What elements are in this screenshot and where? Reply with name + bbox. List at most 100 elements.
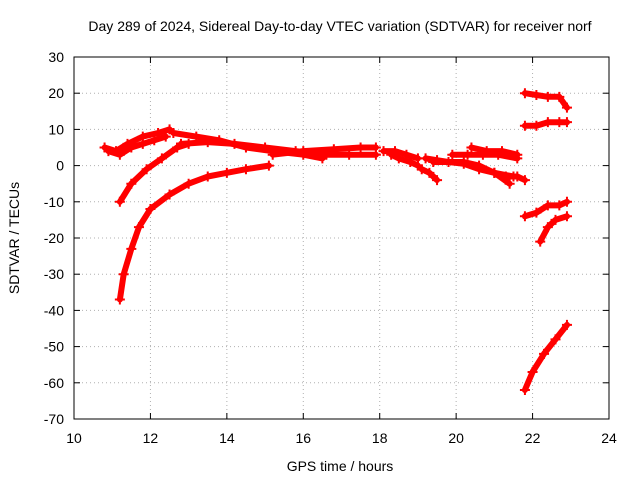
- y-tick-label: -20: [44, 230, 64, 246]
- data-point-sat-m: [462, 149, 473, 160]
- y-tick-label: -50: [44, 339, 64, 355]
- data-point-sat-q: [519, 120, 530, 131]
- y-tick-label: 10: [48, 121, 64, 137]
- data-point-sat-b: [114, 149, 125, 160]
- data-point-sat-j: [432, 175, 443, 186]
- data-point-sat-s: [550, 214, 561, 225]
- data-point-sat-b: [137, 138, 148, 149]
- data-point-sat-f: [229, 138, 240, 149]
- data-point-sat-f: [260, 142, 271, 153]
- data-point-sat-n: [466, 142, 477, 153]
- data-point-sat-i: [405, 156, 416, 167]
- y-tick-label: -70: [44, 411, 64, 427]
- data-point-sat-d: [145, 204, 156, 215]
- data-point-sat-c: [114, 196, 125, 207]
- data-point-sat-q: [531, 120, 542, 131]
- data-point-sat-l: [458, 156, 469, 167]
- x-tick-label: 20: [448, 430, 464, 446]
- data-point-sat-k: [504, 178, 515, 189]
- data-point-sat-r: [542, 200, 553, 211]
- y-tick-label: -40: [44, 302, 64, 318]
- data-point-sat-c: [156, 153, 167, 164]
- data-point-sat-t: [561, 319, 572, 330]
- x-axis-label: GPS time / hours: [287, 458, 394, 474]
- data-point-sat-p: [554, 91, 565, 102]
- data-point-sat-h: [378, 146, 389, 157]
- data-point-sat-s: [535, 236, 546, 247]
- data-point-sat-l: [443, 156, 454, 167]
- grid: [74, 57, 609, 419]
- x-tick-label: 18: [372, 430, 388, 446]
- data-point-sat-d: [202, 171, 213, 182]
- y-tick-label: -10: [44, 194, 64, 210]
- series-sat-s: [537, 213, 570, 245]
- data-point-sat-e: [168, 128, 179, 139]
- series-sat-o: [491, 169, 528, 184]
- data-point-sat-p: [561, 102, 572, 113]
- data-point-sat-p: [519, 88, 530, 99]
- data-point-sat-b: [103, 146, 114, 157]
- data-point-sat-p: [531, 90, 542, 101]
- chart-title: Day 289 of 2024, Sidereal Day-to-day VTE…: [88, 18, 591, 34]
- y-tick-label: 0: [56, 158, 64, 174]
- x-tick-label: 22: [525, 430, 541, 446]
- data-point-sat-m: [447, 149, 458, 160]
- data-point-sat-j: [424, 167, 435, 178]
- data-point-sat-c: [141, 164, 152, 175]
- data-point-sat-d: [118, 269, 129, 280]
- y-tick-label: -30: [44, 266, 64, 282]
- data-point-sat-k: [420, 153, 431, 164]
- data-point-sat-t: [539, 348, 550, 359]
- series-sat-i: [388, 151, 421, 169]
- data-point-sat-t: [550, 334, 561, 345]
- data-point-sat-p: [542, 91, 553, 102]
- y-tick-label: 30: [48, 49, 64, 65]
- y-tick-label: 20: [48, 85, 64, 101]
- data-point-sat-t: [519, 385, 530, 396]
- data-point-sat-o: [519, 175, 530, 186]
- data-point-sat-r: [561, 196, 572, 207]
- data-point-sat-o: [512, 171, 523, 182]
- data-point-sat-d: [263, 160, 274, 171]
- data-point-sat-b: [126, 142, 137, 153]
- data-point-sat-o: [489, 167, 500, 178]
- data-point-sat-s: [542, 222, 553, 233]
- data-point-sat-o: [500, 171, 511, 182]
- data-point-sat-f: [344, 149, 355, 160]
- data-series: [99, 88, 572, 396]
- data-point-sat-d: [114, 294, 125, 305]
- data-point-sat-d: [164, 189, 175, 200]
- y-axis-label: SDTVAR / TECUs: [6, 182, 22, 294]
- data-point-sat-s: [561, 211, 572, 222]
- data-point-sat-g: [328, 144, 339, 155]
- x-tick-label: 16: [295, 430, 311, 446]
- data-point-sat-j: [416, 164, 427, 175]
- data-point-sat-g: [298, 146, 309, 157]
- data-point-sat-r: [531, 207, 542, 218]
- x-tick-label: 12: [143, 430, 159, 446]
- data-point-sat-d: [133, 222, 144, 233]
- data-point-sat-n: [497, 146, 507, 157]
- series-sat-n: [468, 144, 521, 158]
- data-point-sat-r: [554, 200, 565, 211]
- data-point-sat-b: [160, 131, 171, 142]
- data-point-sat-l: [428, 156, 439, 167]
- axis-ticks: 10 12 14 16 18 20 22 24 -70 -60 -50 -40 -30 -20 -10 0 10…: [44, 49, 617, 446]
- data-point-sat-n: [512, 149, 523, 160]
- data-point-sat-g: [355, 142, 366, 153]
- data-point-sat-q: [561, 117, 572, 128]
- y-tick-label: -60: [44, 375, 64, 391]
- data-point-sat-t: [527, 366, 538, 377]
- series-sat-h: [380, 148, 421, 162]
- data-point-sat-f: [202, 137, 213, 148]
- data-point-sat-i: [393, 153, 404, 164]
- data-point-sat-d: [240, 164, 251, 175]
- x-tick-label: 14: [219, 430, 235, 446]
- data-point-sat-f: [176, 138, 186, 149]
- data-point-sat-c: [126, 178, 137, 189]
- x-tick-label: 10: [66, 430, 82, 446]
- data-point-sat-r: [519, 211, 530, 222]
- data-point-sat-g: [267, 149, 278, 160]
